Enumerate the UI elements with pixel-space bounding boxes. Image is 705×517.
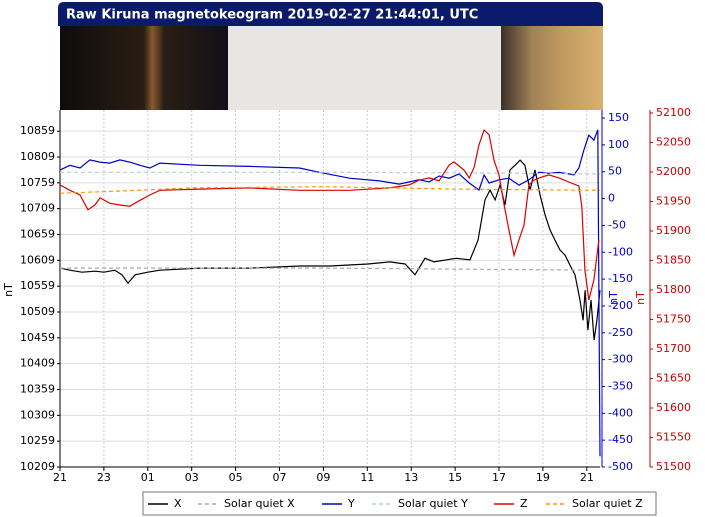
y3-tick-label: 51900	[656, 224, 691, 237]
y2-tick-label: -150	[608, 272, 633, 285]
legend-label: X	[174, 497, 182, 510]
x-tick-label: 21	[580, 471, 594, 484]
y-tick-label: 10859	[20, 124, 55, 137]
y-tick-label: 10259	[20, 434, 55, 447]
legend-label: Solar quiet Z	[572, 497, 643, 510]
y3-tick-label: 52050	[656, 135, 691, 148]
y2-tick-label: -50	[608, 218, 626, 231]
x-tick-label: 09	[316, 471, 330, 484]
series-line	[59, 129, 600, 301]
y-tick-label: 10809	[20, 150, 55, 163]
y3-tick-label: 52100	[656, 106, 691, 119]
y-tick-label: 10559	[20, 279, 55, 292]
y2-tick-label: -400	[608, 406, 633, 419]
series-line	[59, 186, 601, 194]
legend	[142, 491, 657, 516]
y2-tick-label: 100	[608, 138, 629, 151]
y-tick-label: 10409	[20, 357, 55, 370]
legend-label: Solar quiet X	[224, 497, 295, 510]
y-tick-label: 10609	[20, 253, 55, 266]
y-tick-label: 10459	[20, 331, 55, 344]
chart-title: Raw Kiruna magnetokeogram 2019-02-27 21:…	[66, 8, 478, 23]
y2-tick-label: -300	[608, 353, 633, 366]
y2-tick-label: -500	[608, 460, 633, 473]
y-tick-label: 10659	[20, 228, 55, 241]
y-tick-label: 10309	[20, 408, 55, 421]
y2-tick-label: -250	[608, 326, 633, 339]
title-bar	[58, 2, 603, 26]
y2-tick-label: 50	[608, 165, 622, 178]
y2-axis-label: nT	[607, 291, 620, 305]
x-tick-label: 03	[185, 471, 199, 484]
y3-tick-label: 51700	[656, 342, 691, 355]
y-tick-label: 10209	[20, 460, 55, 473]
y-tick-label: 10509	[20, 305, 55, 318]
y2-tick-label: 150	[608, 111, 629, 124]
x-tick-label: 17	[492, 471, 506, 484]
y2-tick-label: 0	[608, 192, 615, 205]
legend-label: Y	[347, 497, 355, 510]
x-tick-label: 07	[273, 471, 287, 484]
series-line	[60, 267, 601, 271]
y-tick-label: 10709	[20, 202, 55, 215]
series-line	[59, 159, 601, 340]
y2-tick-label: -450	[608, 433, 633, 446]
keogram	[60, 26, 603, 110]
y3-axis-label: nT	[634, 291, 647, 305]
x-tick-label: 01	[141, 471, 155, 484]
legend-label: Solar quiet Y	[398, 497, 468, 510]
y3-tick-label: 51800	[656, 283, 691, 296]
legend-label: Z	[520, 497, 528, 510]
x-tick-label: 21	[53, 471, 67, 484]
y2-tick-label: -350	[608, 379, 633, 392]
x-tick-label: 15	[448, 471, 462, 484]
y3-tick-label: 51950	[656, 194, 691, 207]
y2-tick-label: -200	[608, 299, 633, 312]
x-tick-label: 23	[97, 471, 111, 484]
y3-tick-label: 51750	[656, 312, 691, 325]
x-tick-label: 05	[229, 471, 243, 484]
y-axis-label: nT	[2, 283, 15, 297]
y-tick-label: 10759	[20, 176, 55, 189]
y2-tick-label: -100	[608, 245, 633, 258]
y3-tick-label: 52000	[656, 165, 691, 178]
y3-tick-label: 51550	[656, 430, 691, 443]
y3-tick-label: 51600	[656, 401, 691, 414]
x-tick-label: 11	[360, 471, 374, 484]
y3-tick-label: 51500	[656, 460, 691, 473]
y-tick-label: 10359	[20, 383, 55, 396]
x-tick-label: 13	[404, 471, 418, 484]
y3-tick-label: 51850	[656, 253, 691, 266]
y3-tick-label: 51650	[656, 371, 691, 384]
x-tick-label: 19	[536, 471, 550, 484]
series-line	[59, 129, 601, 457]
series-line	[60, 171, 601, 175]
